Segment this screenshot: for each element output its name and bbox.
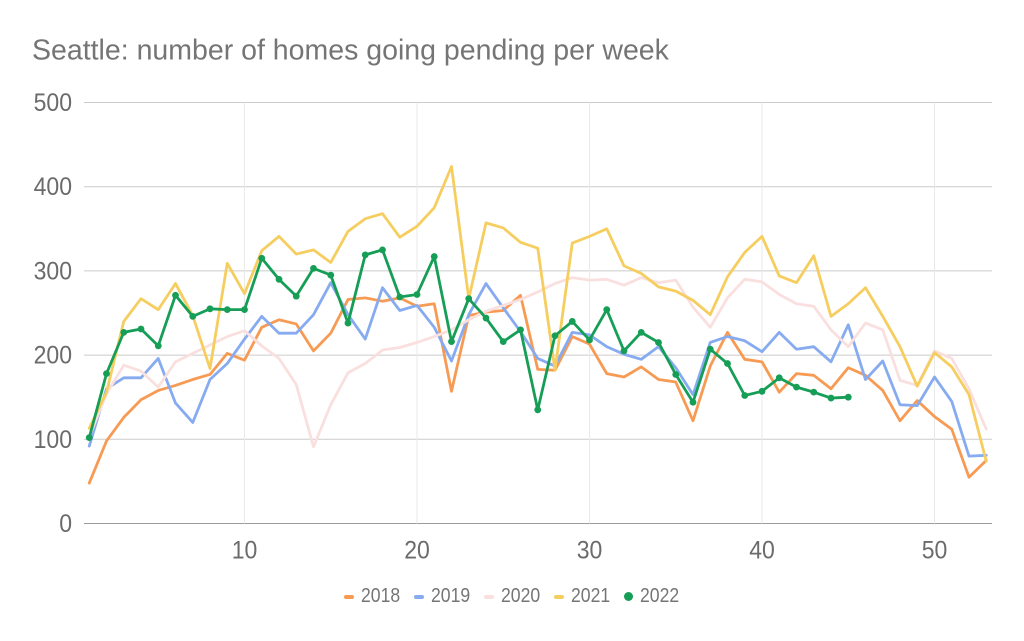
series-line-2021 (87, 165, 988, 463)
legend-label-2018: 2018 (361, 585, 401, 607)
data-point-marker-2022 (344, 319, 352, 327)
data-point-marker-2022 (120, 328, 128, 336)
y-axis-label: 300 (34, 257, 72, 285)
data-point-marker-2022 (741, 392, 749, 399)
legend-label-2020: 2020 (501, 585, 541, 607)
y-axis-label: 0 (59, 510, 72, 538)
data-point-marker-2022 (706, 345, 714, 353)
series-line-2019 (87, 281, 988, 458)
legend-label-2019: 2019 (431, 585, 471, 607)
legend-label-2022: 2022 (640, 585, 680, 607)
data-point-marker-2022 (172, 291, 179, 299)
data-point-marker-2022 (517, 326, 524, 334)
y-axis-label: 100 (34, 426, 72, 454)
data-point-marker-2022 (413, 291, 421, 298)
data-point-marker-2022 (810, 388, 818, 396)
data-point-marker-2022 (137, 325, 145, 333)
y-axis-label: 400 (34, 173, 72, 201)
legend-item-2020: 2020 (484, 585, 541, 608)
data-point-marker-2022 (482, 314, 490, 322)
data-point-marker-2022 (620, 347, 628, 355)
data-point-marker-2022 (551, 332, 559, 340)
data-point-marker-2022 (361, 251, 369, 259)
data-point-marker-2022 (724, 360, 731, 367)
data-point-marker-2022 (223, 306, 231, 314)
legend-item-2022: 2022 (624, 585, 680, 608)
chart-legend: 2018 2019 2020 2021 2022 (0, 585, 1024, 608)
legend-dash-marker-2021 (554, 594, 564, 599)
data-point-marker-2022 (103, 370, 110, 378)
legend-item-2019: 2019 (414, 585, 471, 608)
data-point-marker-2022 (154, 342, 162, 350)
x-axis-label: 10 (232, 537, 258, 565)
legend-dash-marker-2019 (414, 594, 424, 599)
y-axis-label: 200 (34, 342, 72, 370)
data-point-marker-2022 (465, 295, 473, 303)
data-point-marker-2022 (241, 306, 248, 314)
x-axis-label: 20 (404, 537, 430, 565)
data-point-marker-2022 (568, 318, 576, 325)
data-point-marker-2022 (844, 393, 852, 401)
legend-item-2018: 2018 (344, 585, 401, 608)
data-point-marker-2022 (379, 246, 386, 254)
data-point-marker-2022 (672, 371, 680, 378)
data-point-marker-2022 (258, 254, 266, 262)
x-axis-label: 30 (577, 537, 603, 565)
data-point-marker-2022 (85, 434, 93, 442)
data-point-marker-2022 (689, 398, 697, 406)
data-point-marker-2022 (775, 374, 783, 382)
legend-item-2021: 2021 (554, 585, 611, 608)
x-axis-label: 50 (922, 537, 948, 565)
data-point-marker-2022 (396, 293, 404, 301)
data-point-marker-2022 (275, 275, 283, 283)
legend-dash-marker-2020 (484, 594, 494, 599)
data-point-marker-2022 (430, 253, 438, 260)
data-point-marker-2022 (292, 292, 300, 300)
data-point-marker-2022 (499, 338, 507, 346)
data-point-marker-2022 (586, 336, 593, 344)
data-point-marker-2022 (534, 406, 542, 414)
data-point-marker-2022 (327, 271, 335, 279)
data-point-marker-2022 (827, 394, 835, 402)
legend-label-2021: 2021 (571, 585, 611, 607)
chart-title: Seattle: number of homes going pending p… (32, 35, 670, 67)
data-point-marker-2022 (655, 339, 662, 346)
data-point-marker-2022 (793, 383, 800, 391)
data-point-marker-2022 (758, 387, 766, 395)
series-line-2020 (87, 276, 988, 449)
x-axis-label: 40 (749, 537, 775, 565)
data-point-marker-2022 (603, 306, 611, 314)
legend-dash-marker-2018 (344, 594, 354, 599)
series-line-2018 (87, 293, 988, 485)
data-point-marker-2022 (206, 305, 214, 313)
data-point-marker-2022 (310, 264, 317, 272)
data-point-marker-2022 (189, 312, 197, 320)
y-axis-label: 500 (34, 89, 72, 117)
legend-dot-marker-2022 (624, 592, 633, 601)
data-point-marker-2022 (637, 328, 645, 336)
data-point-marker-2022 (448, 338, 455, 346)
